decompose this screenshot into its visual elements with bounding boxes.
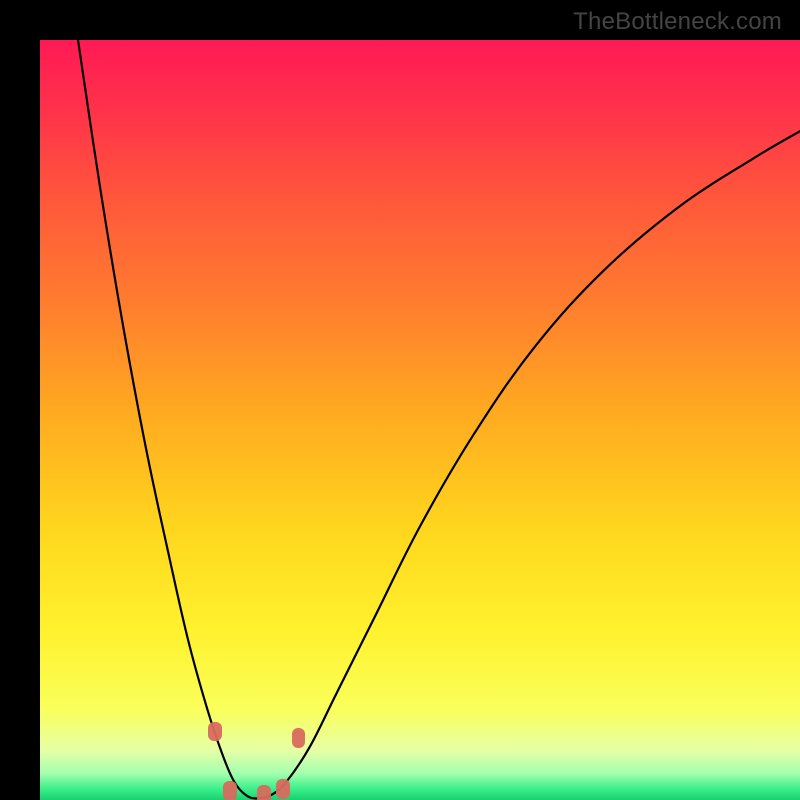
frame: TheBottleneck.com <box>0 0 800 800</box>
plot-area <box>40 40 800 800</box>
bottleneck-curve <box>40 40 800 800</box>
curve-marker <box>257 785 271 800</box>
watermark-text: TheBottleneck.com <box>573 8 782 36</box>
curve-marker <box>208 722 222 742</box>
curve-marker <box>292 728 306 748</box>
curve-marker <box>223 781 237 800</box>
curve-marker <box>276 779 290 799</box>
